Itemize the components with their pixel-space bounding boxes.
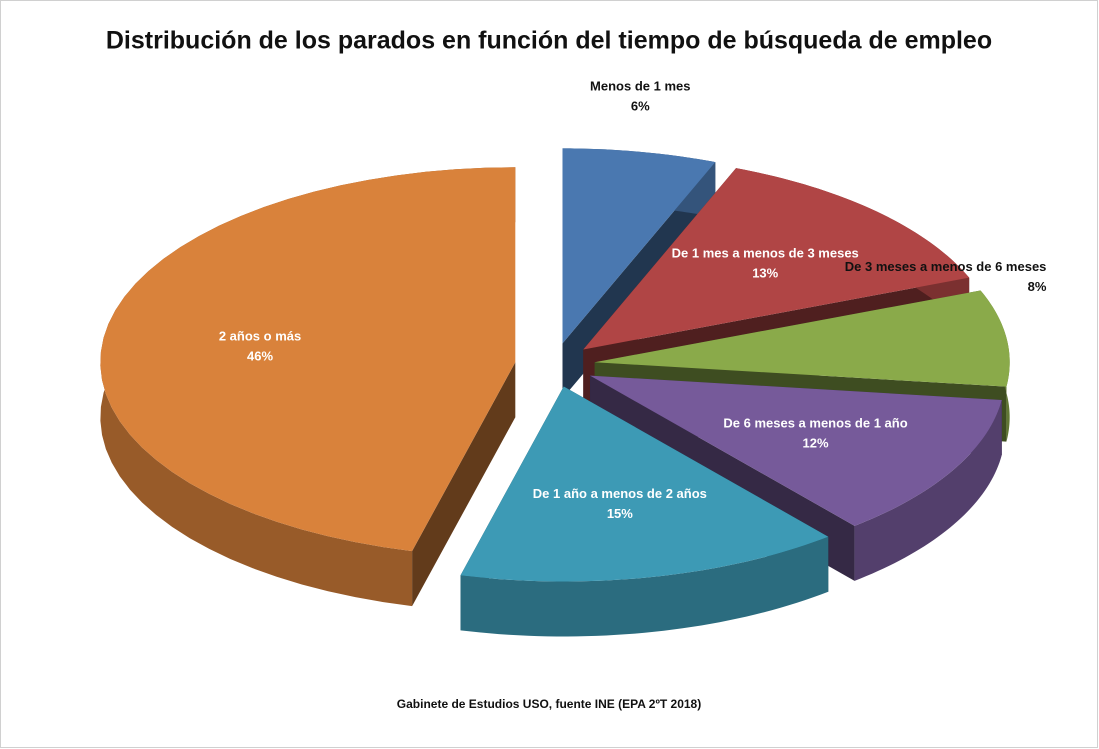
slice-side bbox=[854, 400, 1002, 581]
slice bbox=[594, 290, 1010, 387]
slice-value-label: 12% bbox=[803, 435, 829, 450]
slice bbox=[590, 375, 1002, 526]
tops bbox=[100, 148, 1010, 582]
slice bbox=[100, 167, 516, 552]
labels: Menos de 1 mes 6% De 1 mes a menos de 3 me… bbox=[219, 78, 1047, 521]
slice-side bbox=[460, 536, 829, 637]
slice-label: Menos de 1 mes bbox=[590, 78, 690, 93]
slice-value-label: 15% bbox=[607, 506, 633, 521]
slice-value-label: 46% bbox=[247, 349, 273, 364]
slice bbox=[562, 148, 716, 344]
slice-value-label: 8% bbox=[1028, 279, 1047, 294]
slice-label: De 1 año a menos de 2 años bbox=[533, 486, 707, 501]
slice bbox=[460, 386, 829, 582]
slice-label: 2 años o más bbox=[219, 329, 301, 344]
slice bbox=[583, 168, 970, 350]
source-note: Gabinete de Estudios USO, fuente INE (EP… bbox=[397, 697, 701, 711]
chart-title: Distribución de los parados en función d… bbox=[106, 27, 992, 55]
slice-label: De 1 mes a menos de 3 meses bbox=[672, 245, 859, 260]
slice-wall bbox=[412, 362, 516, 607]
slice-label: De 3 meses a menos de 6 meses bbox=[845, 259, 1047, 274]
slice-value-label: 6% bbox=[631, 98, 650, 113]
slice-label: De 6 meses a menos de 1 año bbox=[723, 415, 907, 430]
slice-value-label: 13% bbox=[752, 265, 778, 280]
